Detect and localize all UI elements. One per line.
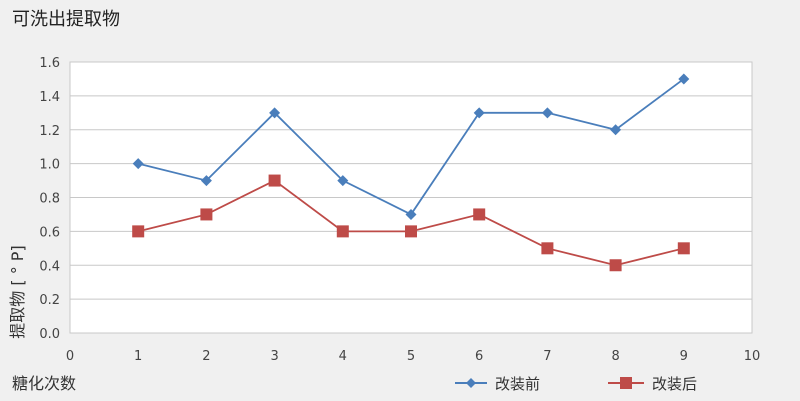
data-point-diamond [269,107,281,119]
data-point-square [541,242,554,255]
data-point-square [473,208,486,221]
x-tick-label: 1 [134,349,142,364]
data-point-square [200,208,213,221]
x-tick-label: 0 [66,349,74,364]
x-tick-label: 6 [475,349,483,364]
data-point-diamond [200,175,212,187]
x-tick-label: 3 [270,349,278,364]
x-tick-label: 5 [407,349,415,364]
series-1 [132,73,690,220]
y-tick-label: 0.8 [39,192,60,207]
y-tick-label: 1.4 [39,90,60,105]
data-point-diamond [541,107,553,119]
y-tick-label: 1.2 [39,124,60,139]
data-point-square [609,259,622,272]
y-tick-label: 0.2 [39,293,60,308]
y-axis-label: 提取物 [ ° P] [8,245,27,338]
legend-marker-square [608,377,644,389]
y-tick-label: 0.6 [39,225,60,240]
data-point-diamond [678,73,690,85]
data-point-diamond [473,107,485,119]
data-point-diamond [337,175,349,187]
series-2 [132,174,690,272]
data-point-square [132,225,145,238]
y-tick-label: 0.0 [39,327,60,342]
legend-label-after: 改装后 [652,374,698,393]
x-axis-label: 糖化次数 [12,374,76,393]
legend-item-after: 改装后 [608,372,697,394]
y-tick-label: 1.0 [39,158,60,173]
legend-label-before: 改装前 [495,374,541,393]
x-tick-label: 10 [744,349,761,364]
data-point-diamond [132,158,144,170]
x-tick-label: 8 [611,349,619,364]
x-tick-label: 4 [339,349,347,364]
x-tick-label: 2 [202,349,210,364]
data-point-diamond [405,208,417,220]
data-point-square [268,174,281,187]
x-tick-label: 7 [543,349,551,364]
y-axis-ticks: 0.0 0.2 0.4 0.6 0.8 1.0 1.2 1.4 1.6 [39,56,60,342]
data-point-square [677,242,690,255]
data-point-square [336,225,349,238]
y-tick-label: 1.6 [39,56,60,71]
legend-item-before: 改装前 [455,372,540,394]
legend-marker-diamond [455,378,487,388]
y-tick-label: 0.4 [39,259,60,274]
data-point-diamond [610,124,622,136]
series-layer [132,73,690,272]
x-axis-ticks: 0 1 2 3 4 5 6 7 8 9 10 [66,349,760,364]
data-point-square [405,225,417,238]
chart-title: 可洗出提取物 [12,9,120,30]
x-tick-label: 9 [680,349,688,364]
